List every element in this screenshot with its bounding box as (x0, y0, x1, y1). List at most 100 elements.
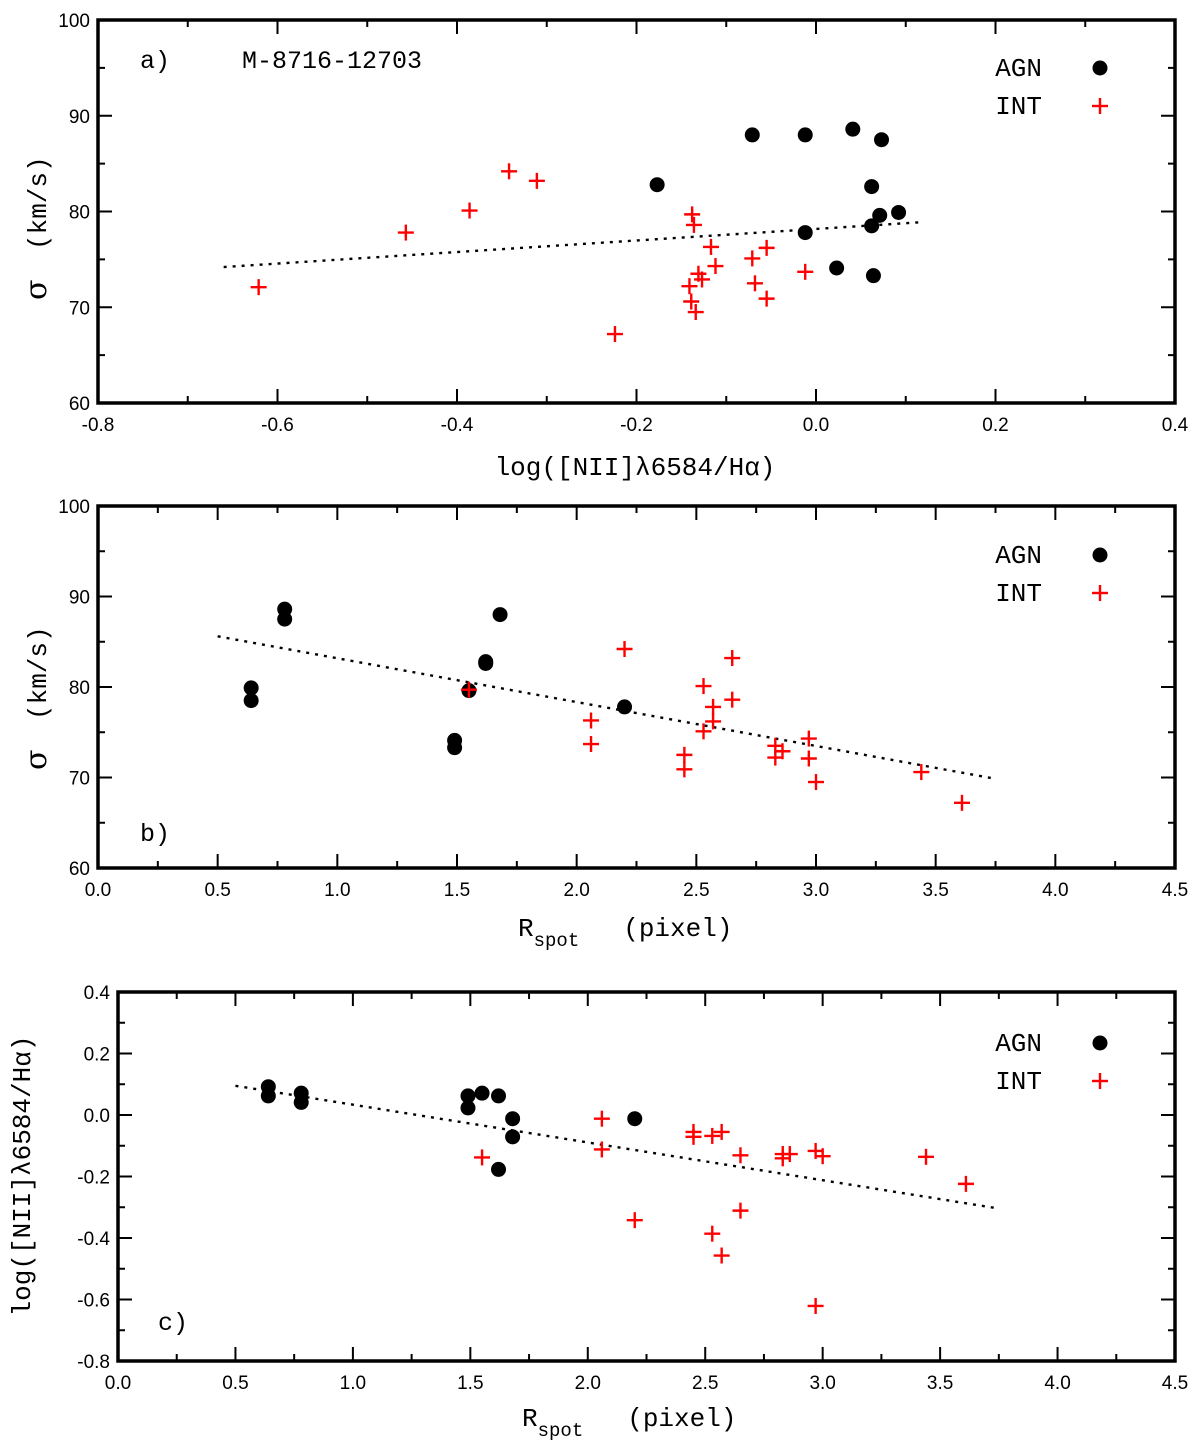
x-tick-label: -0.4 (441, 415, 474, 436)
int-point (800, 730, 817, 747)
int-point (705, 713, 722, 730)
panel-c-y-tick-labels: -0.8 -0.6 -0.4 -0.2 0.0 0.2 0.4 (77, 983, 110, 1373)
panel-b-x-main: R (518, 914, 534, 944)
agn-point (492, 607, 508, 623)
int-point (684, 206, 701, 223)
agn-point (797, 225, 813, 241)
int-point (694, 271, 711, 288)
panel-a-frame (96, 18, 1177, 405)
y-tick-label: 70 (69, 769, 90, 790)
agn-point (744, 127, 760, 143)
int-point (626, 1212, 643, 1229)
int-point (953, 794, 970, 811)
int-point (744, 250, 761, 267)
int-point (732, 1147, 749, 1164)
panel-c-x-tick-labels: 0.0 0.5 1.0 1.5 2.0 2.5 3.0 3.5 4.0 4.5 (105, 1373, 1188, 1394)
agn-point (891, 204, 907, 220)
x-tick-label: 0.5 (204, 880, 230, 901)
y-tick-label: 100 (58, 497, 90, 518)
y-tick-label: -0.2 (77, 1168, 110, 1189)
legend-marker-agn (1092, 1035, 1108, 1051)
agn-point (874, 132, 890, 148)
int-point (814, 1148, 831, 1165)
agn-point (243, 680, 259, 696)
y-tick-label: 60 (69, 394, 90, 415)
panel-b-fit-line (217, 635, 994, 780)
agn-point (872, 207, 888, 223)
legend-label-int: INT (995, 579, 1042, 609)
agn-point (627, 1111, 643, 1127)
int-point (460, 681, 477, 698)
int-point (583, 736, 600, 753)
y-tick-label: 90 (69, 588, 90, 609)
int-point (724, 650, 741, 667)
int-point (695, 678, 712, 695)
int-point (724, 691, 741, 708)
int-point (616, 640, 633, 657)
x-tick-label: 3.0 (809, 1373, 835, 1394)
agn-point (491, 1161, 507, 1177)
int-point (758, 290, 775, 307)
panel-b-y-symbol: σ (19, 750, 54, 770)
panel-a-legend: AGN INT (995, 54, 1108, 122)
panel-c-label: c) (158, 1309, 188, 1338)
agn-point (277, 611, 293, 627)
panel-c-x-main: R (522, 1404, 538, 1434)
agn-point (864, 179, 880, 195)
x-tick-label: 3.5 (922, 880, 948, 901)
panel-b-legend: AGN INT (995, 541, 1108, 609)
agn-point (864, 218, 880, 234)
int-point (781, 1146, 798, 1163)
agn-point (474, 1085, 490, 1101)
x-tick-label: 2.0 (563, 880, 589, 901)
y-tick-label: 0.4 (84, 983, 111, 1004)
int-point (702, 238, 719, 255)
x-tick-label: 0.0 (85, 880, 111, 901)
int-point (713, 1123, 730, 1140)
int-point (583, 712, 600, 729)
panel-a-x-tick-labels: -0.8 -0.6 -0.4 -0.2 0.0 0.2 0.4 (82, 415, 1189, 436)
int-point (746, 275, 763, 292)
panel-b-frame (96, 504, 1177, 870)
y-tick-label: 100 (58, 11, 90, 32)
panel-c-points (260, 1079, 974, 1314)
int-point (707, 258, 724, 275)
int-point (685, 216, 702, 233)
y-tick-label: 60 (69, 859, 90, 880)
y-tick-label: 90 (69, 107, 90, 128)
panel-b-points (243, 601, 970, 811)
legend-label-agn: AGN (995, 54, 1042, 84)
panel-c-x-units: (pixel) (627, 1404, 736, 1434)
panel-a-points (250, 121, 907, 343)
panel-c-frame (116, 990, 1177, 1363)
legend-marker-agn (1092, 547, 1108, 563)
x-tick-label: -0.2 (620, 415, 653, 436)
int-point (808, 774, 824, 791)
int-point (918, 1148, 935, 1165)
int-point (250, 279, 267, 296)
int-point (681, 278, 698, 295)
x-tick-label: 0.2 (982, 415, 1008, 436)
int-point (704, 1225, 721, 1242)
panel-b-y-units: (km/s) (24, 626, 54, 720)
int-point (528, 172, 545, 189)
panel-a-y-symbol: σ (19, 280, 54, 300)
legend-label-int: INT (995, 1067, 1042, 1097)
x-tick-label: 2.5 (692, 1373, 718, 1394)
agn-point (293, 1094, 309, 1110)
y-tick-label: 0.0 (84, 1106, 110, 1127)
y-tick-label: -0.4 (77, 1229, 110, 1250)
agn-point (491, 1088, 507, 1104)
agn-point (447, 740, 463, 756)
y-tick-label: 80 (69, 203, 90, 224)
panel-b-y-tick-labels: 60 70 80 90 100 (58, 497, 90, 880)
x-tick-label: 1.0 (340, 1373, 366, 1394)
panel-b-label: b) (140, 820, 170, 849)
int-point (704, 1127, 721, 1144)
int-point (685, 1128, 702, 1145)
panel-a-y-units: (km/s) (24, 156, 54, 250)
panel-c: 0.0 0.5 1.0 1.5 2.0 2.5 3.0 3.5 4.0 4.5 -0.8-0.6-… (8, 983, 1188, 1442)
int-point (800, 750, 817, 767)
panel-a-title: M-8716-12703 (242, 47, 422, 76)
int-point (501, 163, 518, 180)
